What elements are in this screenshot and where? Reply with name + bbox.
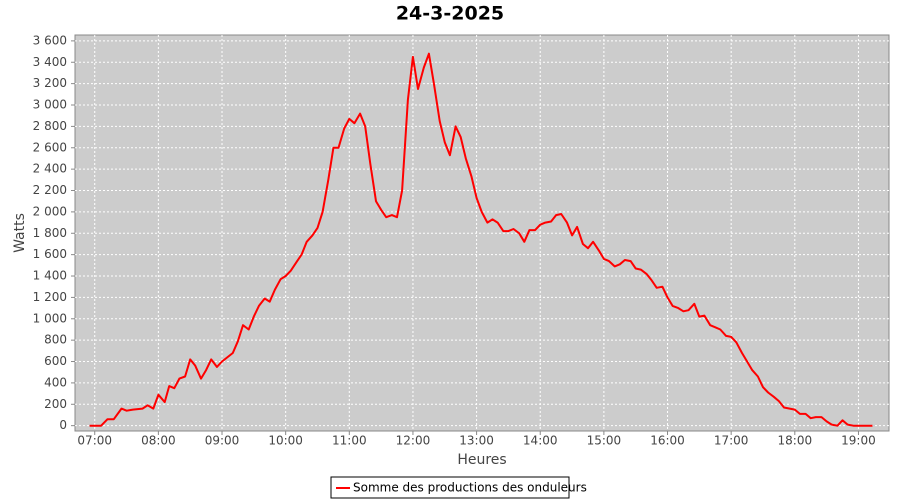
y-tick-label: 2 000 (33, 204, 67, 218)
y-tick-label: 1 600 (33, 247, 67, 261)
y-tick-label: 2 400 (33, 162, 67, 176)
y-tick-label: 3 000 (33, 98, 67, 112)
x-tick-label: 08:00 (141, 434, 176, 448)
y-tick-label: 1 200 (33, 290, 67, 304)
y-tick-label: 1 000 (33, 311, 67, 325)
y-tick-label: 2 200 (33, 183, 67, 197)
x-tick-label: 11:00 (332, 434, 367, 448)
plot-area (74, 34, 890, 432)
chart-title: 24-3-2025 (396, 3, 504, 25)
x-tick-label: 07:00 (77, 434, 112, 448)
x-tick-label: 10:00 (268, 434, 303, 448)
legend-box (330, 476, 570, 499)
y-tick-label: 2 600 (33, 140, 67, 154)
y-tick-label: 0 (59, 418, 67, 432)
x-tick-label: 17:00 (714, 434, 749, 448)
x-tick-label: 13:00 (459, 434, 494, 448)
series-line (89, 52, 873, 427)
x-tick-label: 09:00 (205, 434, 240, 448)
y-tick-label: 3 600 (33, 33, 67, 47)
x-tick-label: 12:00 (396, 434, 431, 448)
y-tick-label: 400 (44, 375, 67, 389)
y-tick-label: 200 (44, 397, 67, 411)
x-tick-label: 18:00 (778, 434, 813, 448)
y-tick-label: 800 (44, 333, 67, 347)
y-tick-label: 1 400 (33, 269, 67, 283)
legend-label: Somme des productions des onduleurs (353, 481, 587, 495)
x-tick-label: 14:00 (523, 434, 558, 448)
y-tick-label: 1 800 (33, 226, 67, 240)
x-tick-label: 16:00 (650, 434, 685, 448)
y-tick-label: 3 400 (33, 55, 67, 69)
y-tick-label: 2 800 (33, 119, 67, 133)
y-tick-label: 600 (44, 354, 67, 368)
y-axis-label: Watts (12, 213, 28, 253)
x-tick-label: 15:00 (587, 434, 622, 448)
y-tick-label: 3 200 (33, 76, 67, 90)
x-axis-label: Heures (457, 452, 506, 468)
x-tick-label: 19:00 (841, 434, 876, 448)
